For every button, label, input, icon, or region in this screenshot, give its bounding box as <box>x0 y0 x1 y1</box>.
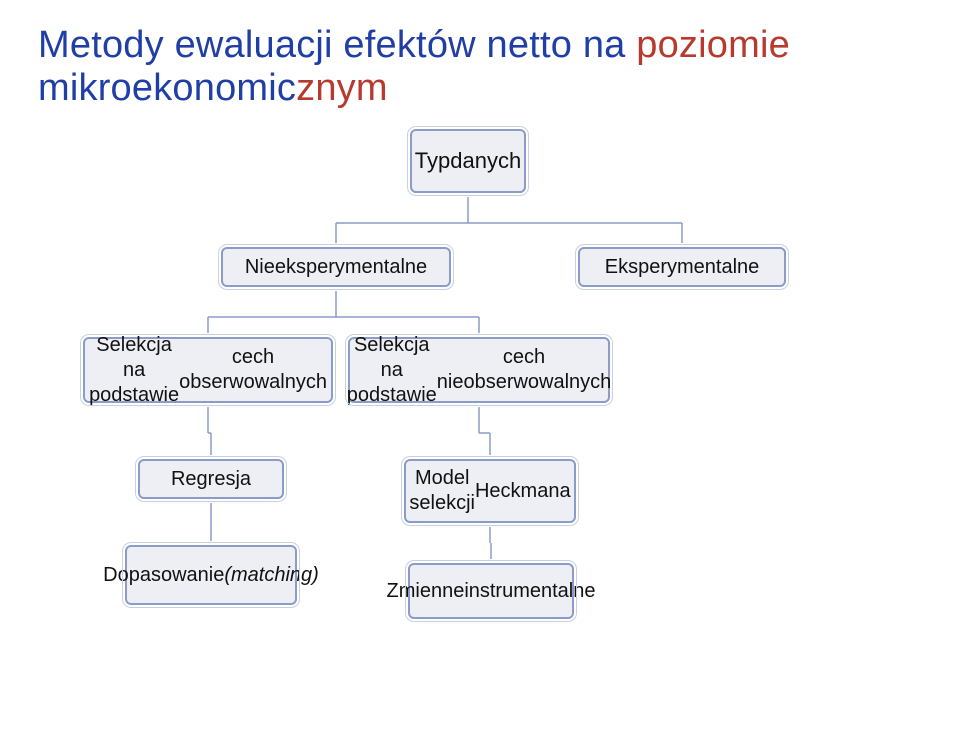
node-match: Dopasowanie(matching) <box>125 545 297 605</box>
slide-title: Metody ewaluacji efektów netto na poziom… <box>38 24 922 109</box>
title-line1: Metody ewaluacji efektów netto na poziom… <box>38 24 790 66</box>
node-reg: Regresja <box>138 459 284 499</box>
node-root: Typdanych <box>410 129 526 193</box>
hierarchy-chart: Typdanych Nieeksperymentalne Eksperymental… <box>38 129 922 699</box>
node-selnob: Selekcja na podstawiecech nieobserwowaln… <box>348 337 610 403</box>
node-exp: Eksperymentalne <box>578 247 786 287</box>
node-iv: Zmienneinstrumentalne <box>408 563 574 619</box>
node-heck: Model selekcjiHeckmana <box>404 459 576 523</box>
node-selobs: Selekcja na podstawiecech obserwowalnych <box>83 337 333 403</box>
node-noexp: Nieeksperymentalne <box>221 247 451 287</box>
title-line2: mikroekonomicznym <box>38 67 388 109</box>
